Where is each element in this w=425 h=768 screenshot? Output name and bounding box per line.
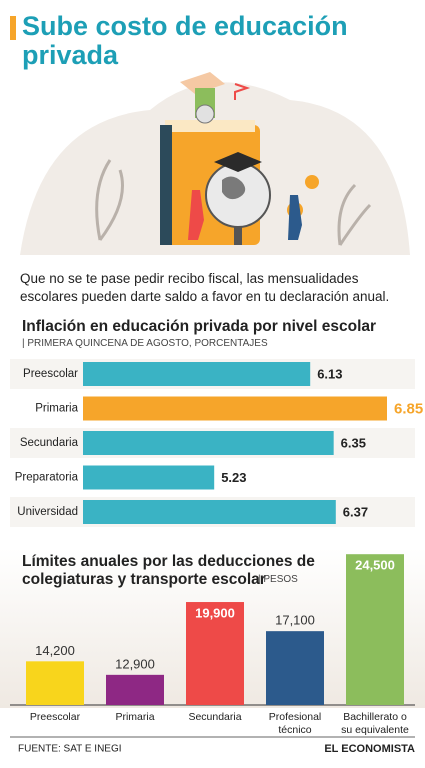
- bar: [266, 631, 324, 705]
- chart2-title: Límites anuales por las deducciones de c…: [22, 553, 315, 588]
- category-label: Universidad: [17, 506, 78, 518]
- value-label: 6.85: [394, 400, 423, 417]
- value-label: 6.37: [343, 504, 368, 519]
- bar: [106, 674, 164, 705]
- bar: [346, 554, 404, 705]
- bar: [186, 602, 244, 705]
- category-label: Preparatoria: [15, 472, 79, 484]
- category-label: Profesional técnico: [269, 711, 322, 736]
- illustration: [20, 72, 410, 255]
- title-accent: [10, 16, 16, 40]
- title: Sube costo de educación privada: [22, 11, 348, 70]
- category-label: Primaria: [115, 711, 154, 723]
- bar: [26, 661, 84, 705]
- value-label: 24,500: [355, 558, 395, 573]
- category-label: Secundaria: [20, 437, 79, 449]
- category-label: Primaria: [35, 403, 78, 415]
- category-label: Preescolar: [30, 711, 81, 723]
- bar: [83, 362, 311, 386]
- brand: EL ECONOMISTA: [324, 743, 415, 755]
- value-label: 17,100: [275, 613, 315, 628]
- value-label: 6.13: [317, 366, 342, 381]
- value-label: 6.35: [341, 435, 366, 450]
- bar: [83, 396, 387, 421]
- bar: [83, 431, 334, 455]
- category-label: Bachillerato o su equivalente: [341, 711, 409, 736]
- bar: [83, 500, 336, 524]
- chart1-title: Inflación en educación privada por nivel…: [22, 318, 377, 335]
- bar: [83, 465, 215, 490]
- value-label: 14,200: [35, 643, 75, 658]
- chart1-subtitle: | PRIMERA QUINCENA DE AGOSTO, PORCENTAJE…: [22, 338, 268, 349]
- value-label: 12,900: [115, 656, 155, 671]
- value-label: 19,900: [195, 605, 235, 620]
- intro: Que no se te pase pedir recibo fiscal, l…: [20, 271, 390, 304]
- value-label: 5.23: [221, 470, 246, 485]
- source: FUENTE: SAT E INEGI: [18, 744, 122, 755]
- category-label: Secundaria: [188, 711, 241, 723]
- category-label: Preescolar: [23, 368, 78, 380]
- chart2-subtitle: | PESOS: [258, 574, 298, 585]
